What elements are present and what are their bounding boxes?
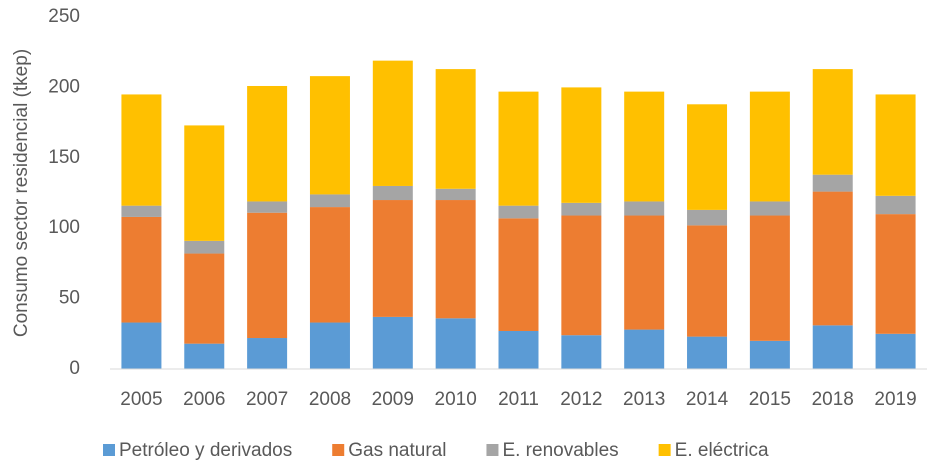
y-tick-label: 200 [48, 76, 80, 97]
bar-segment [372, 185, 413, 201]
x-tick-label: 2008 [309, 389, 351, 410]
bar-segment [875, 94, 916, 196]
bar-segment [184, 343, 225, 369]
y-tick-label: 100 [48, 217, 80, 238]
bar-segment [121, 322, 162, 369]
x-tick-label: 2009 [372, 389, 414, 410]
bar-segment [875, 333, 916, 369]
bar-segment [121, 94, 162, 206]
bar-segment [121, 205, 162, 217]
x-tick-label: 2014 [686, 389, 729, 410]
bar-segment [247, 338, 288, 369]
legend-swatch [103, 444, 115, 456]
bar-segment [812, 191, 853, 326]
bar-segment [749, 215, 790, 341]
legend-label: Petróleo y derivados [119, 440, 292, 461]
bar-segment [309, 76, 350, 195]
bar-segment [561, 335, 602, 369]
bar-segment [561, 87, 602, 203]
bar-segment [749, 201, 790, 216]
bar-segment [498, 91, 539, 206]
bar-segment [435, 69, 476, 189]
legend-label: E. renovables [502, 440, 618, 461]
bar-segment [184, 253, 225, 344]
bar-segment [812, 69, 853, 175]
bar-segment [687, 209, 728, 226]
bar-segment [372, 316, 413, 369]
bar-segment [875, 214, 916, 334]
x-tick-label: 2007 [246, 389, 288, 410]
y-tick-label: 0 [69, 358, 80, 379]
bar-segment [875, 195, 916, 215]
x-tick-label: 2005 [120, 389, 162, 410]
bar-segment [184, 125, 225, 241]
x-tick-label: 2015 [749, 389, 791, 410]
bar-segment [749, 340, 790, 369]
legend-swatch [332, 444, 345, 456]
bar-segment [561, 215, 602, 336]
bar-segment [247, 212, 288, 339]
x-tick-label: 2012 [560, 389, 602, 410]
bar-segment [435, 318, 476, 369]
x-tick-label: 2011 [498, 389, 539, 410]
x-tick-label: 2013 [623, 389, 665, 410]
bar-segment [561, 202, 602, 216]
bar-segment [687, 336, 728, 369]
bar-segment [372, 60, 413, 186]
bar-segment [687, 104, 728, 210]
bar-segment [624, 201, 665, 216]
y-tick-label: 250 [48, 6, 80, 27]
bar-segment [372, 200, 413, 317]
bar-segment [749, 91, 790, 202]
bar-segment [624, 329, 665, 369]
bar-segment [435, 200, 476, 319]
y-tick-label: 150 [48, 147, 80, 168]
x-tick-label: 2019 [874, 389, 916, 410]
y-tick-label: 50 [59, 288, 80, 309]
bar-segment [247, 85, 288, 202]
bar-segment [624, 91, 665, 202]
x-tick-label: 2010 [435, 389, 477, 410]
legend-swatch [486, 444, 499, 456]
bar-segment [498, 330, 539, 369]
bar-segment [247, 201, 288, 213]
bar-segment [624, 215, 665, 330]
bar-segment [812, 325, 853, 369]
bar-segment [309, 322, 350, 369]
bar-segment [309, 207, 350, 323]
bar-segment [498, 205, 539, 219]
bar-segment [121, 216, 162, 323]
y-axis-label: Consumo sector residencial (tkep) [11, 49, 32, 337]
bar-segment [309, 194, 350, 208]
bar-segment [498, 218, 539, 331]
x-tick-label: 2018 [812, 389, 854, 410]
bar-segment [812, 174, 853, 192]
legend-label: Gas natural [348, 440, 446, 461]
legend-label: E. eléctrica [675, 440, 769, 461]
bar-segment [687, 225, 728, 337]
legend-swatch [658, 444, 671, 456]
bar-segment [184, 240, 225, 254]
x-tick-label: 2006 [183, 389, 225, 410]
bar-segment [435, 188, 476, 201]
